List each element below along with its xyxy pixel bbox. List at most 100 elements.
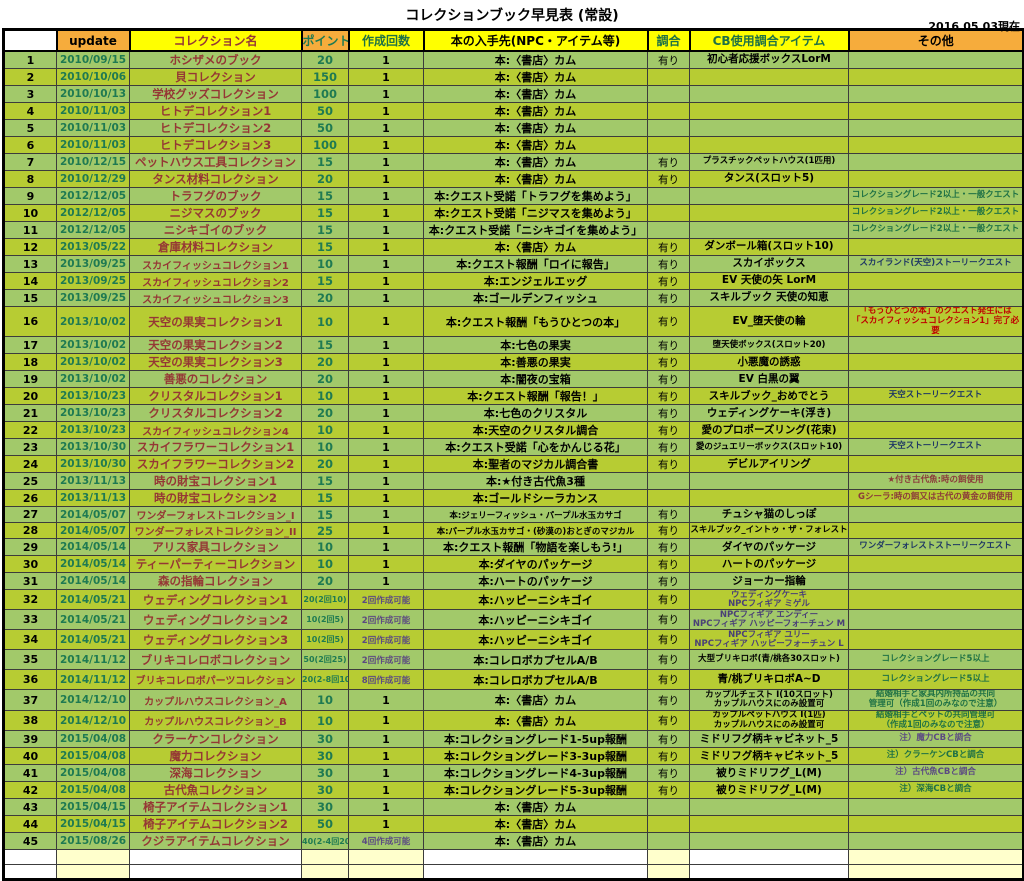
cell-mix-flag[interactable]: 有り <box>647 747 690 766</box>
cell-mix-flag[interactable]: 有り <box>647 609 690 631</box>
cell-other-note[interactable] <box>848 153 1024 171</box>
cell-book-source[interactable]: 本:〈書店〉カム <box>423 798 648 817</box>
cell-collection-name[interactable]: アリス家具コレクション <box>129 538 302 557</box>
cell-points[interactable]: 10 <box>301 709 349 732</box>
cell-creation-count[interactable]: 1 <box>348 102 424 120</box>
cell-mix-flag[interactable]: 有り <box>647 764 690 783</box>
cell-points[interactable] <box>301 849 349 866</box>
cell-other-note[interactable]: コレクショングレード5以上 <box>848 649 1024 671</box>
cell-cb-mix-item[interactable]: EV 白黒の翼 <box>689 370 849 389</box>
cell-creation-count[interactable]: 1 <box>348 522 424 540</box>
cell-update-date[interactable]: 2014/12/10 <box>56 709 130 732</box>
cell-other-note[interactable] <box>848 85 1024 103</box>
cell-cb-mix-item[interactable]: NPCフィギア エンディー NPCフィギア ハッピーフォーチュン M <box>689 609 849 631</box>
cell-other-note[interactable] <box>848 572 1024 591</box>
cell-collection-name[interactable]: 貝コレクション <box>129 68 302 86</box>
cell-mix-flag[interactable]: 有り <box>647 305 690 338</box>
cell-points[interactable]: 20 <box>301 50 349 69</box>
cell-book-source[interactable]: 本:〈書店〉カム <box>423 153 648 171</box>
cell-points[interactable]: 25 <box>301 522 349 540</box>
header-cell-mix[interactable]: 調合 <box>646 28 691 52</box>
cell-collection-name[interactable]: ニシキゴイのブック <box>129 221 302 239</box>
cell-cb-mix-item[interactable]: EV 天使の矢 LorM <box>689 272 849 290</box>
cell-mix-flag[interactable]: 有り <box>647 238 690 256</box>
cell-mix-flag[interactable]: 有り <box>647 538 690 557</box>
cell-book-source[interactable]: 本:七色の果実 <box>423 336 648 355</box>
cell-update-date[interactable]: 2013/09/25 <box>56 289 130 307</box>
cell-other-note[interactable] <box>848 102 1024 120</box>
cell-points[interactable]: 20 <box>301 170 349 188</box>
cell-points[interactable]: 15 <box>301 336 349 355</box>
cell-points[interactable]: 15 <box>301 489 349 508</box>
cell-mix-flag[interactable] <box>647 102 690 120</box>
cell-update-date[interactable]: 2014/05/21 <box>56 609 130 631</box>
cell-cb-mix-item[interactable]: スカイボックス <box>689 255 849 273</box>
cell-points[interactable]: 15 <box>301 221 349 239</box>
cell-collection-name[interactable]: カップルハウスコレクション_B <box>129 709 302 732</box>
cell-book-source[interactable]: 本:七色のクリスタル <box>423 404 648 423</box>
cell-update-date[interactable]: 2012/12/05 <box>56 221 130 239</box>
header-cell-other[interactable]: その他 <box>847 28 1024 52</box>
cell-other-note[interactable] <box>848 832 1024 851</box>
cell-other-note[interactable] <box>848 798 1024 817</box>
cell-mix-flag[interactable] <box>647 204 690 222</box>
cell-creation-count[interactable]: 2回作成可能 <box>348 589 424 611</box>
cell-other-note[interactable]: コレクショングレード2以上・一般クエスト <box>848 221 1024 239</box>
cell-collection-name[interactable]: ワンダーフォレストコレクション_II <box>129 522 302 540</box>
cell-collection-name[interactable]: トラフグのブック <box>129 187 302 205</box>
cell-creation-count[interactable]: 1 <box>348 764 424 783</box>
cell-book-source[interactable]: 本:★付き古代魚3種 <box>423 472 648 491</box>
cell-cb-mix-item[interactable]: 小悪魔の誘惑 <box>689 353 849 372</box>
cell-book-source[interactable]: 本:〈書店〉カム <box>423 68 648 86</box>
cell-creation-count[interactable]: 1 <box>348 455 424 474</box>
cell-cb-mix-item[interactable] <box>689 472 849 491</box>
cell-cb-mix-item[interactable]: 大型ブリキロボ(青/桃各30スロット) <box>689 649 849 671</box>
cell-row-number[interactable]: 43 <box>3 798 57 817</box>
cell-collection-name[interactable]: ウェディングコレクション2 <box>129 609 302 631</box>
cell-cb-mix-item[interactable]: チュシャ猫のしっぽ <box>689 506 849 524</box>
cell-mix-flag[interactable] <box>647 798 690 817</box>
cell-update-date[interactable] <box>56 864 130 881</box>
cell-row-number[interactable]: 30 <box>3 555 57 574</box>
cell-mix-flag[interactable]: 有り <box>647 421 690 440</box>
cell-other-note[interactable] <box>848 815 1024 834</box>
cell-collection-name[interactable]: ヒトデコレクション3 <box>129 136 302 154</box>
cell-other-note[interactable]: 天空ストーリークエスト <box>848 438 1024 457</box>
cell-collection-name[interactable]: 善悪のコレクション <box>129 370 302 389</box>
cell-collection-name[interactable]: クジラアイテムコレクション <box>129 832 302 851</box>
cell-mix-flag[interactable]: 有り <box>647 404 690 423</box>
cell-mix-flag[interactable]: 有り <box>647 689 690 711</box>
cell-book-source[interactable]: 本:クエスト受諾「トラフグを集めよう」 <box>423 187 648 205</box>
cell-points[interactable]: 10 <box>301 255 349 273</box>
cell-update-date[interactable]: 2010/11/03 <box>56 102 130 120</box>
cell-other-note[interactable] <box>848 864 1024 881</box>
cell-update-date[interactable]: 2010/09/15 <box>56 50 130 69</box>
cell-cb-mix-item[interactable]: プラスチックペットハウス(1匹用) <box>689 153 849 171</box>
cell-creation-count[interactable]: 1 <box>348 798 424 817</box>
cell-other-note[interactable] <box>848 353 1024 372</box>
cell-cb-mix-item[interactable]: ミドリフグ柄キャビネット_5 <box>689 747 849 766</box>
cell-collection-name[interactable]: スカイフィッシュコレクション2 <box>129 272 302 290</box>
cell-creation-count[interactable]: 1 <box>348 305 424 338</box>
cell-collection-name[interactable]: 時の財宝コレクション1 <box>129 472 302 491</box>
cell-update-date[interactable]: 2013/10/23 <box>56 387 130 406</box>
cell-row-number[interactable]: 32 <box>3 589 57 611</box>
cell-cb-mix-item[interactable] <box>689 221 849 239</box>
cell-points[interactable]: 20 <box>301 289 349 307</box>
cell-creation-count[interactable]: 1 <box>348 221 424 239</box>
header-cell-cb-item[interactable]: CB使用調合アイテム <box>688 28 850 52</box>
cell-book-source[interactable]: 本:ダイヤのパッケージ <box>423 555 648 574</box>
cell-cb-mix-item[interactable]: ミドリフグ柄キャビネット_5 <box>689 730 849 749</box>
cell-row-number[interactable]: 10 <box>3 204 57 222</box>
cell-other-note[interactable]: 結婚相手とペットの共同管理可 （作成1回のみなので注意） <box>848 709 1024 732</box>
cell-book-source[interactable]: 本:〈書店〉カム <box>423 170 648 188</box>
cell-points[interactable]: 20 <box>301 455 349 474</box>
cell-row-number[interactable]: 23 <box>3 438 57 457</box>
cell-points[interactable]: 10(2回5) <box>301 629 349 651</box>
cell-book-source[interactable] <box>423 849 648 866</box>
cell-cb-mix-item[interactable]: 愛のジュエリーボックス(スロット10) <box>689 438 849 457</box>
cell-book-source[interactable]: 本:コレクショングレード1-5up報酬 <box>423 730 648 749</box>
cell-book-source[interactable]: 本:〈書店〉カム <box>423 50 648 69</box>
cell-update-date[interactable]: 2012/12/05 <box>56 187 130 205</box>
cell-book-source[interactable]: 本:パープル水玉カサゴ・(砂漠の)おとぎのマジカル <box>423 522 648 540</box>
